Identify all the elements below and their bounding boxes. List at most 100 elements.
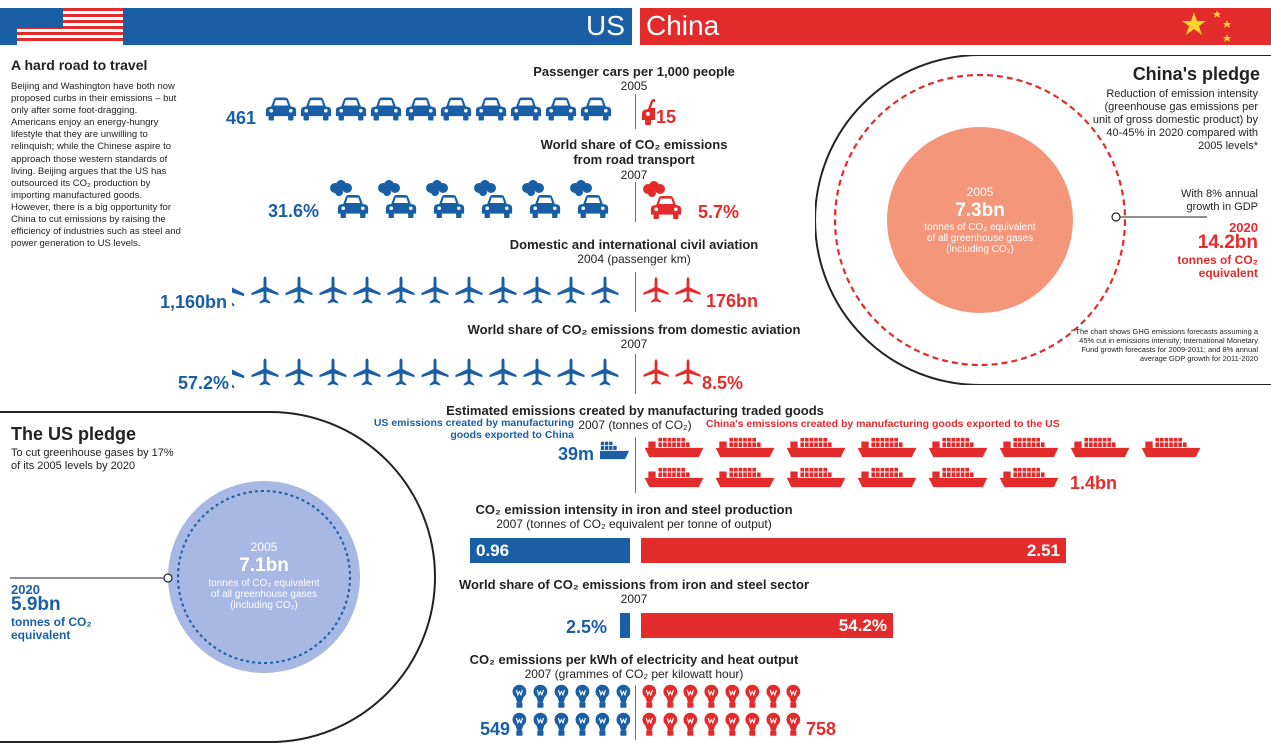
cargo-ship-icon [712,466,778,488]
us-target-text: tonnes of CO₂ equivalent [11,615,92,642]
steel-intensity-title: CO₂ emission intensity in iron and steel… [475,502,793,517]
cargo-ship-icon [641,466,707,488]
manufacturing-us-label-line1: US emissions created by manufacturing [373,417,574,429]
light-bulb-icon [703,684,720,710]
china-target-text: tonnes of CO₂ equivalent [1177,253,1258,280]
cargo-ship-icon [996,466,1062,488]
us-pledge-title: The US pledge [11,424,137,444]
aviation-share-title: World share of CO₂ emissions from domest… [467,322,801,337]
manufacturing-china-ships [641,436,1221,496]
cars-divider [635,94,636,129]
car-icon [370,97,402,121]
manufacturing-china-label: China's emissions created by manufacturi… [706,418,1060,430]
manufacturing-divider [635,437,636,493]
china-footnote: * The chart shows GHG emissions forecast… [1070,327,1258,363]
light-bulb-icon [744,684,761,710]
cargo-ship-icon [925,436,991,458]
light-bulb-icon [574,712,591,738]
light-bulb-icon [594,712,611,738]
us-pledge-panel [0,411,436,743]
aviation-china-icons [642,272,706,308]
steel-share-subtitle: 2007 [620,592,648,606]
aviation-china-value: 176bn [706,291,759,311]
plane-icon [319,276,347,304]
light-bulb-icon [703,712,720,738]
us-circle-year: 2005 [250,540,278,554]
cargo-ship-icon [600,440,630,460]
road-subtitle: 2007 [620,168,648,182]
plane-icon [319,358,347,386]
plane-icon [557,358,585,386]
electricity-divider [635,685,636,740]
china-label: China [646,10,720,41]
light-bulb-icon [511,684,528,710]
cars-title: Passenger cars per 1,000 people [533,64,735,79]
aviation-share-divider [635,354,636,394]
manufacturing-us-label: US emissions created by manufacturing go… [356,417,574,441]
ship-row [641,436,1221,458]
plane-icon [489,358,517,386]
electricity-china-value: 758 [806,719,837,739]
us-circle-value: 7.1bn [239,555,289,576]
china-pledge-panel [815,55,1271,385]
us-flag-icon [17,8,123,45]
plane-icon [353,276,381,304]
light-bulb-icon [744,712,761,738]
aviation-share-us-value: 57.2% [178,373,230,393]
electricity-china-bulbs [641,684,806,740]
light-bulb-icon [724,712,741,738]
cargo-ship-icon [783,436,849,458]
us-target-year: 2020 [11,582,40,597]
plane-icon [251,358,279,386]
china-flag-stars-icon [1182,10,1231,42]
cargo-ship-icon [712,436,778,458]
steel-intensity-china-value: 2.51 [1026,541,1060,560]
light-bulb-icon [615,712,632,738]
cars-us-icons [265,94,615,124]
plane-icon [421,276,449,304]
car-icon [335,97,367,121]
aviation-us-value: 1,160bn [160,292,228,312]
light-bulb-icon [682,712,699,738]
plane-icon [675,359,701,385]
electricity-subtitle: 2007 (grammes of CO₂ per kilowatt hour) [524,667,744,681]
us-target-value: 5.9bn [11,594,61,615]
light-bulb-icon [682,684,699,710]
road-divider [635,182,636,222]
plane-icon [387,358,415,386]
plane-icon [285,358,313,386]
bulb-row [641,712,806,738]
electricity-us-value: 549 [480,719,511,739]
light-bulb-icon [574,684,591,710]
plane-icon [455,276,483,304]
china-target-year: 2020 [1229,220,1258,235]
light-bulb-icon [615,684,632,710]
bulb-row [507,684,632,710]
aviation-us-icons [232,272,624,308]
manufacturing-subtitle: 2007 (tonnes of CO₂) [578,418,692,432]
cargo-ship-icon [854,436,920,458]
smoking-car-icon [423,180,467,220]
car-icon [300,97,332,121]
us-label: US [586,10,625,41]
aviation-title: Domestic and international civil aviatio… [509,237,759,252]
china-circle-year: 2005 [966,185,994,199]
smoking-car-icon [567,180,611,220]
aviation-subtitle: 2004 (passenger km) [577,252,691,266]
steel-share-china-value: 54.2% [838,616,887,635]
bulb-row [641,684,806,710]
plane-icon [591,276,619,304]
cars-us-value: 461 [226,108,257,128]
light-bulb-icon [785,712,802,738]
china-pledge-title: China's pledge [1132,64,1260,84]
plane-icon [523,358,551,386]
car-icon [580,97,612,121]
light-bulb-icon [662,684,679,710]
china-growth-note: With 8% annual growth in GDP [1180,188,1258,213]
light-bulb-icon [553,684,570,710]
steel-intensity-us-bar: 0.96 [470,538,630,563]
road-us-icons [327,180,615,220]
steel-share-title: World share of CO₂ emissions from iron a… [458,577,810,592]
aviation-divider [635,272,636,312]
light-bulb-icon [594,684,611,710]
